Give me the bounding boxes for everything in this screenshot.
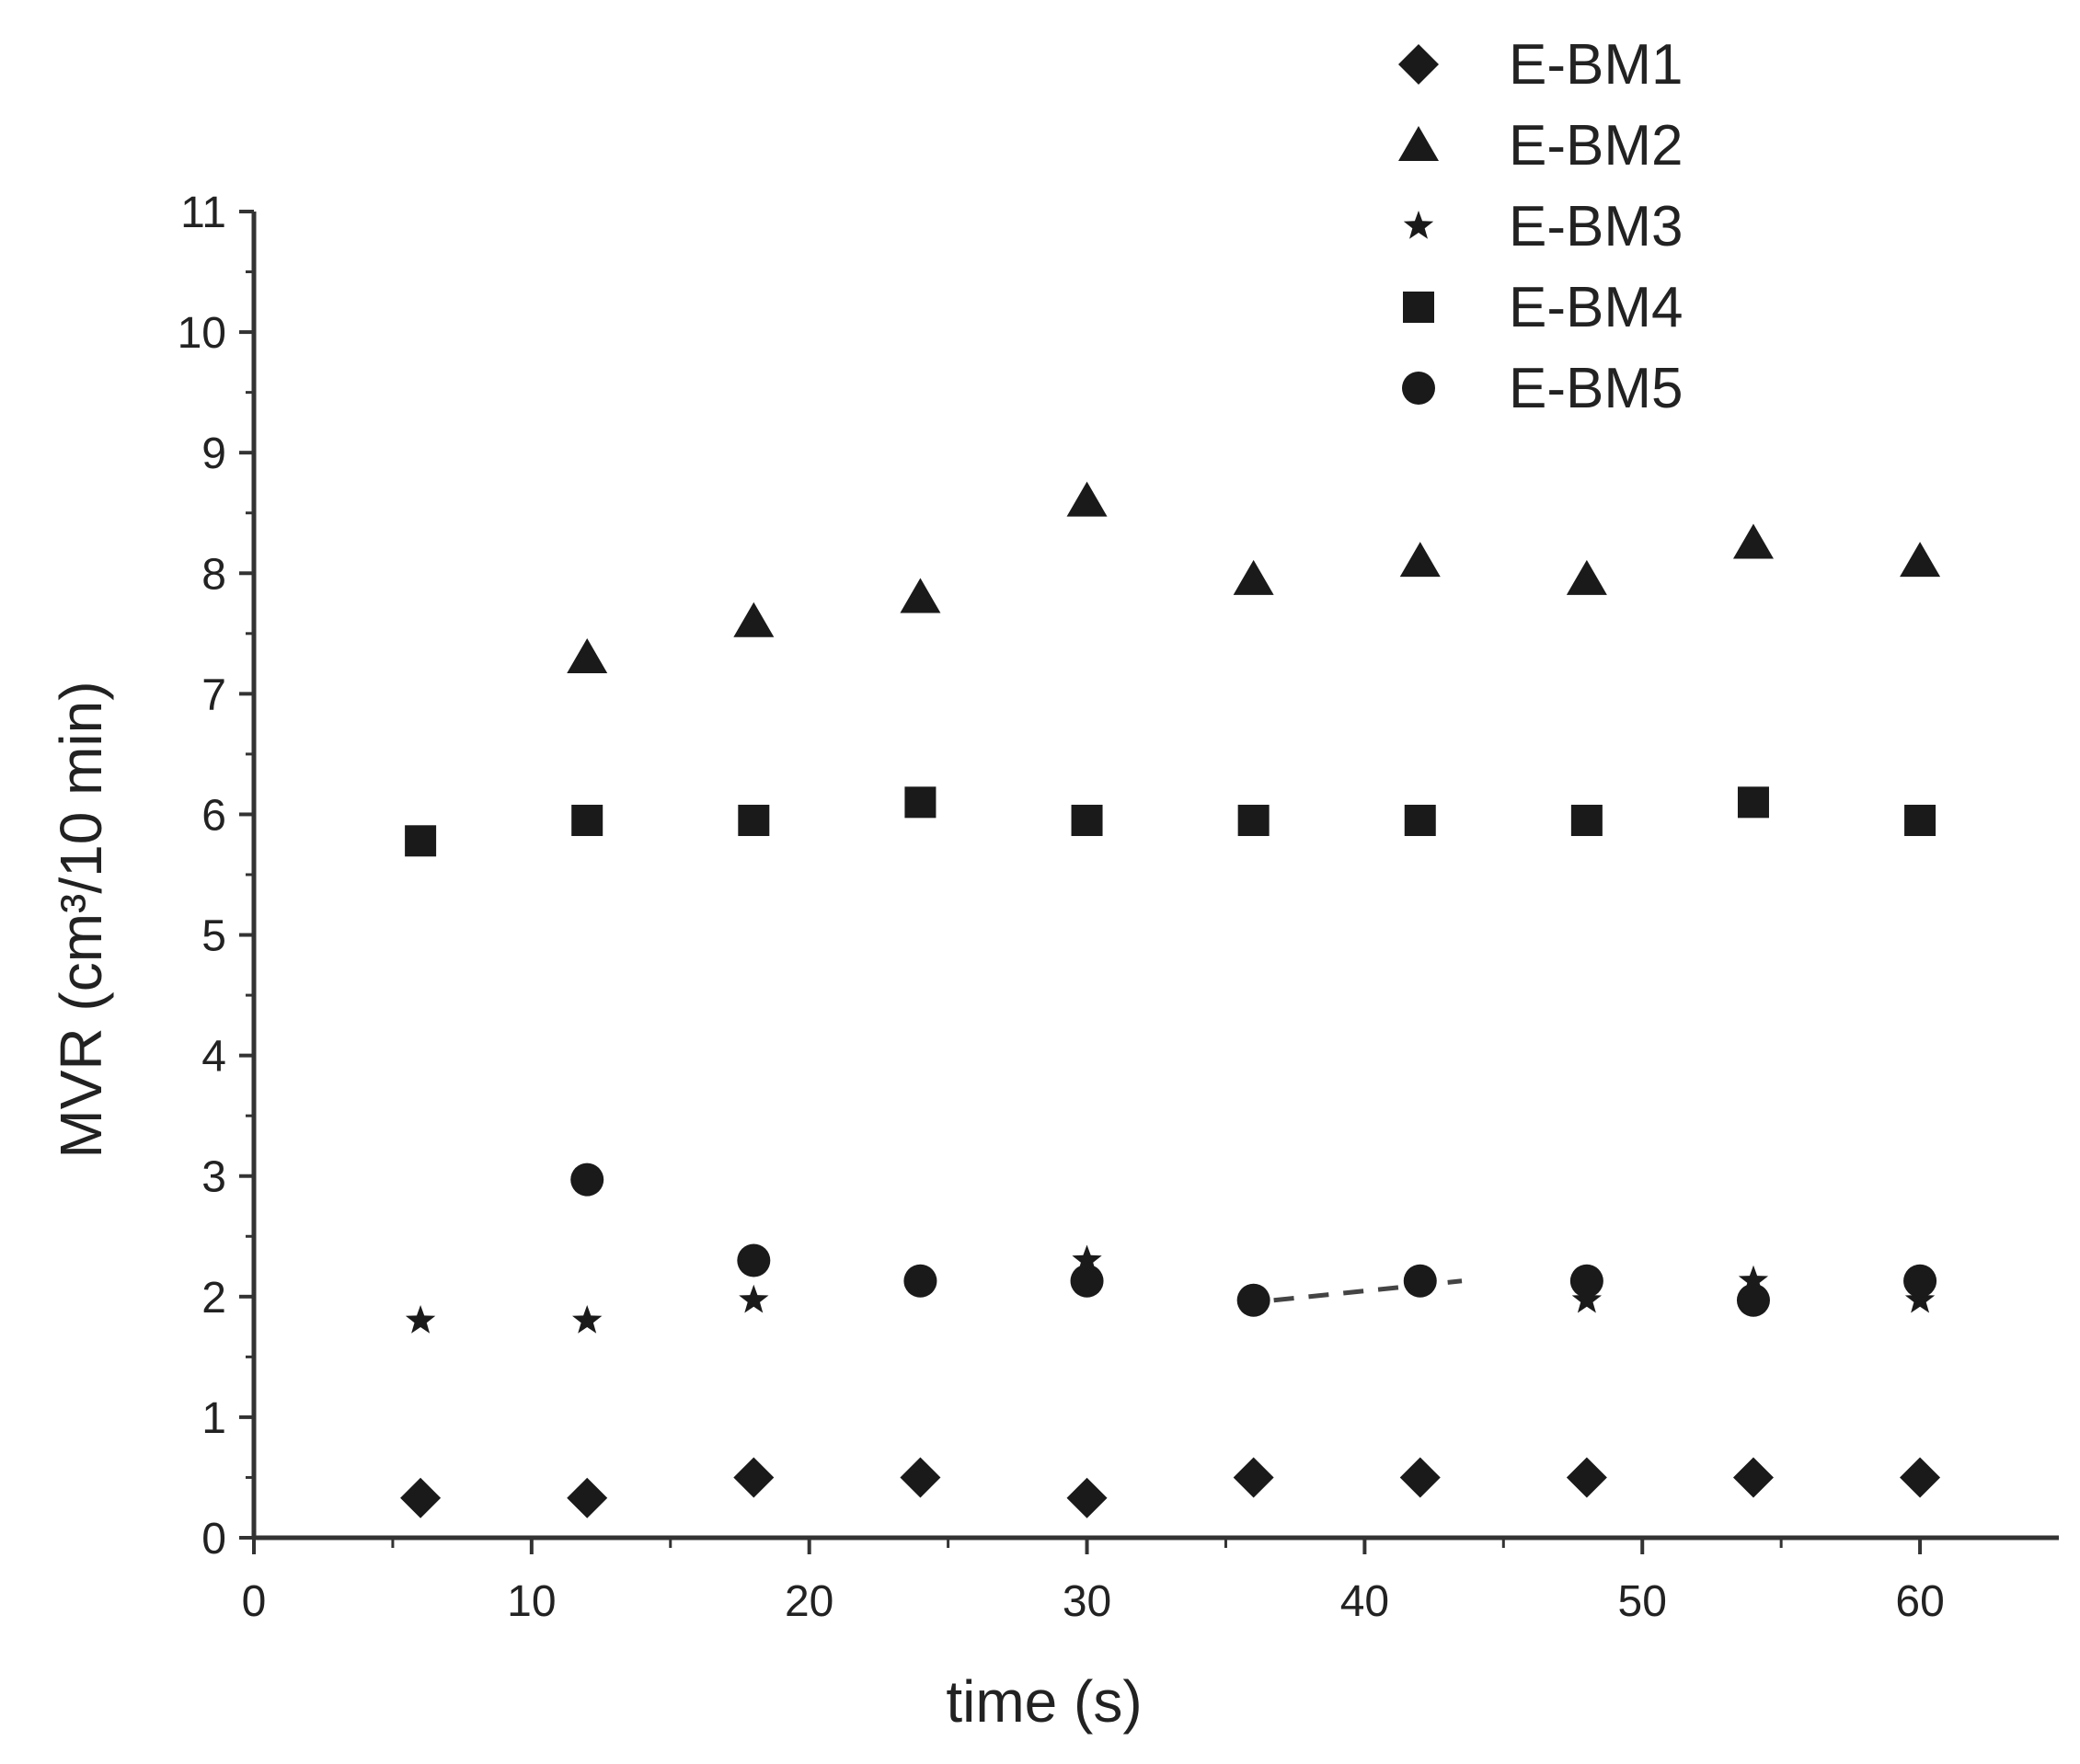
- data-point-e-bm1: [733, 1457, 775, 1498]
- data-point-e-bm2: [1233, 559, 1274, 595]
- y-axis-title: MVR (cm³/10 min): [48, 681, 114, 1158]
- data-point-e-bm1: [1233, 1457, 1274, 1498]
- x-tick-label: 50: [1618, 1577, 1667, 1626]
- data-point-e-bm2: [733, 601, 775, 637]
- x-tick-label: 30: [1063, 1577, 1111, 1626]
- data-point-e-bm3: [1904, 1284, 1936, 1313]
- legend-label: E-BM4: [1509, 276, 1683, 339]
- x-tick-label: 10: [507, 1577, 556, 1626]
- data-point-e-bm4: [405, 825, 437, 857]
- data-point-e-bm1: [900, 1457, 941, 1498]
- tick-labels: 0 1 2 3 4 5 6 7 8 9 10 11 0 10 20 30 40 50 60: [178, 189, 1945, 1626]
- series-e-bm4: [405, 786, 1936, 857]
- data-point-e-bm5: [1903, 1264, 1937, 1298]
- data-point-e-bm5: [903, 1264, 937, 1298]
- data-point-e-bm5: [1736, 1283, 1770, 1317]
- data-point-e-bm1: [1066, 1477, 1108, 1518]
- x-tick-label: 0: [242, 1577, 267, 1626]
- data-point-e-bm2: [1066, 481, 1108, 517]
- y-tick-label: 3: [201, 1153, 226, 1202]
- x-tick-label: 40: [1340, 1577, 1389, 1626]
- legend-item-e-bm3: E-BM3: [1403, 195, 1683, 258]
- y-tick-label: 0: [201, 1515, 226, 1564]
- data-point-e-bm3: [1738, 1265, 1769, 1294]
- data-point-e-bm1: [1566, 1457, 1607, 1498]
- data-point-e-bm4: [1904, 805, 1936, 837]
- legend-label: E-BM3: [1509, 195, 1683, 258]
- circle-icon: [1402, 372, 1435, 405]
- axes: [251, 212, 2059, 1541]
- data-point-e-bm2: [1399, 542, 1441, 578]
- y-tick-label: 4: [201, 1033, 226, 1082]
- data-point-e-bm4: [571, 805, 603, 837]
- legend-item-e-bm2: E-BM2: [1398, 114, 1683, 178]
- y-tick-label: 6: [201, 791, 226, 840]
- series-e-bm1: [400, 1457, 1941, 1518]
- y-tick-label: 8: [201, 550, 226, 599]
- data-point-e-bm4: [738, 805, 770, 837]
- data-point-e-bm5: [1569, 1264, 1603, 1298]
- data-point-e-bm2: [1900, 542, 1941, 578]
- data-point-e-bm5: [1403, 1264, 1437, 1298]
- legend: E-BM1 E-BM2 E-BM3 E-BM4 E-BM5: [1398, 33, 1683, 420]
- data-point-e-bm1: [1399, 1457, 1441, 1498]
- data-point-e-bm4: [1237, 805, 1270, 837]
- y-tick-label: 9: [201, 430, 226, 478]
- data-point-e-bm1: [1900, 1457, 1941, 1498]
- legend-label: E-BM5: [1509, 357, 1683, 420]
- star-icon: [1403, 211, 1434, 239]
- x-tick-label: 20: [785, 1577, 833, 1626]
- y-tick-label: 7: [201, 670, 226, 719]
- data-point-e-bm4: [1570, 805, 1603, 837]
- data-point-e-bm3: [739, 1284, 769, 1313]
- data-points: [400, 481, 1941, 1518]
- triangle-icon: [1398, 126, 1439, 161]
- data-point-e-bm3: [1571, 1284, 1602, 1313]
- data-point-e-bm1: [567, 1477, 608, 1518]
- y-tick-label: 5: [201, 912, 226, 961]
- data-point-e-bm4: [904, 786, 937, 819]
- data-point-e-bm2: [900, 578, 941, 613]
- x-tick-label: 60: [1895, 1577, 1944, 1626]
- data-point-e-bm4: [1737, 786, 1769, 819]
- data-point-e-bm5: [1236, 1283, 1270, 1317]
- data-point-e-bm1: [400, 1477, 442, 1518]
- series-e-bm5: [570, 1163, 1937, 1317]
- data-point-e-bm1: [1732, 1457, 1774, 1498]
- data-point-e-bm3: [1072, 1244, 1102, 1274]
- data-point-e-bm4: [1071, 805, 1103, 837]
- data-point-e-bm3: [405, 1305, 436, 1334]
- legend-label: E-BM1: [1509, 33, 1683, 97]
- data-point-e-bm2: [1732, 523, 1774, 559]
- data-point-e-bm4: [1404, 805, 1436, 837]
- legend-item-e-bm5: E-BM5: [1402, 357, 1683, 420]
- data-point-e-bm5: [737, 1243, 771, 1277]
- legend-item-e-bm4: E-BM4: [1403, 276, 1683, 339]
- series-e-bm2: [567, 481, 1941, 674]
- square-icon: [1403, 292, 1434, 323]
- legend-label: E-BM2: [1509, 114, 1683, 178]
- data-point-e-bm5: [570, 1163, 604, 1197]
- y-tick-label: 2: [201, 1274, 226, 1323]
- data-point-e-bm3: [572, 1305, 603, 1334]
- y-tick-label: 11: [180, 189, 226, 237]
- diamond-icon: [1398, 44, 1439, 85]
- y-tick-label: 10: [178, 309, 226, 358]
- ticks: [239, 210, 1923, 1554]
- series-e-bm3: [405, 1244, 1936, 1334]
- data-point-e-bm2: [1566, 559, 1607, 595]
- data-point-e-bm2: [567, 638, 608, 674]
- x-axis-title: time (s): [946, 1668, 1142, 1735]
- data-point-e-bm5: [1070, 1264, 1104, 1298]
- legend-item-e-bm1: E-BM1: [1398, 33, 1683, 97]
- y-tick-label: 1: [201, 1394, 226, 1443]
